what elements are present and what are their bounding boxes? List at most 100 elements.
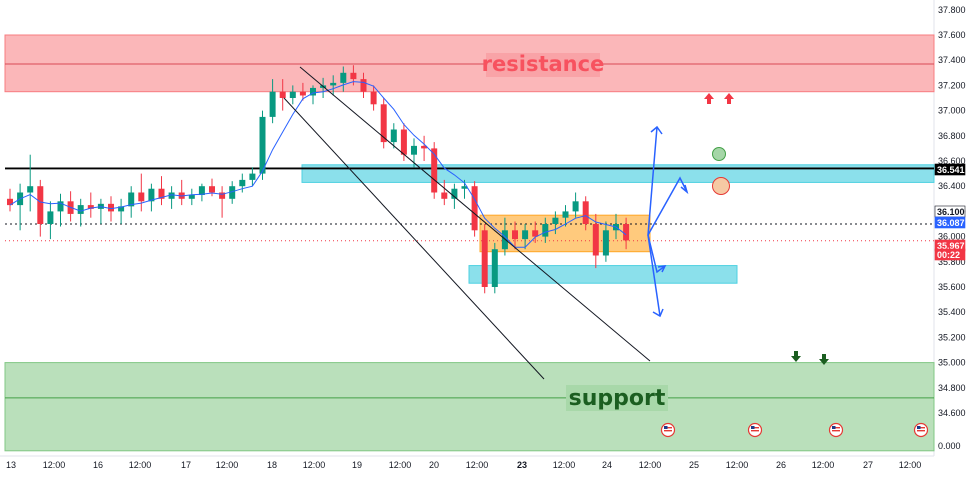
candle-body — [522, 230, 529, 240]
candle-body — [552, 217, 559, 224]
y-tick-label: 37.000 — [938, 106, 966, 116]
red-up-arrow-icon — [724, 93, 734, 104]
candle-body — [108, 203, 114, 212]
candles — [7, 65, 630, 294]
resistance-label-bg — [486, 53, 600, 77]
y-tick-label: 37.800 — [938, 5, 966, 15]
x-tick-label: 12:00 — [216, 460, 239, 470]
flag-stripe — [751, 430, 759, 432]
y-tick-label: 36.800 — [938, 131, 966, 141]
candle-body — [380, 104, 387, 143]
x-tick-label: 13 — [6, 460, 16, 470]
x-tick-label: 20 — [429, 460, 439, 470]
y-axis: 37.800 37.600 37.400 37.200 37.000 36.800 36.6… — [938, 5, 966, 451]
candle-body — [209, 186, 215, 193]
y-tick-label: 37.200 — [938, 80, 966, 90]
price-tag-36.541: 36.541 — [937, 165, 965, 175]
us-flag-icon — [828, 422, 844, 438]
support-label-bg — [566, 385, 668, 411]
projection-arrowhead-3 — [657, 265, 667, 273]
support-label: support — [569, 386, 666, 411]
x-tick-label: 27 — [863, 460, 873, 470]
candle-body — [310, 87, 316, 96]
x-tick-label: 16 — [93, 460, 103, 470]
candle-body — [259, 116, 266, 174]
candle-body — [87, 205, 94, 209]
y-tick-label: 35.400 — [938, 307, 966, 317]
price-tag-35.967: 35.967 — [937, 241, 965, 251]
flag-stripe — [664, 430, 672, 432]
candle-body — [441, 192, 448, 199]
channel-upper-line — [299, 66, 651, 362]
price-tag-bg — [934, 163, 966, 176]
candle-body — [411, 145, 417, 155]
candle-body — [128, 192, 135, 207]
candle-body — [602, 230, 609, 256]
projection-arrowhead-2 — [680, 184, 689, 195]
x-tick-label: 23 — [517, 460, 527, 470]
candle-body — [562, 211, 569, 218]
candle-body — [421, 145, 428, 149]
y-tick-label: 36.000 — [938, 232, 966, 242]
green-down-arrow-icon — [791, 351, 801, 362]
us-flag-icon — [913, 422, 929, 438]
x-tick-label: 26 — [776, 460, 786, 470]
x-tick-label: 12:00 — [129, 460, 152, 470]
candle-body — [451, 188, 458, 199]
candle-body — [269, 91, 276, 117]
zone-support — [4, 362, 935, 452]
resistance-label: resistance — [482, 52, 605, 76]
candle-body — [299, 91, 306, 96]
candle-body — [57, 201, 64, 212]
flag-stripe — [917, 427, 925, 429]
candle-body — [289, 91, 296, 98]
candle-body — [390, 129, 397, 143]
candle-body — [148, 188, 155, 202]
x-tick-label: 24 — [602, 460, 612, 470]
drawings — [283, 66, 689, 380]
green-circle-icon — [712, 147, 726, 161]
candle-body — [188, 195, 195, 199]
x-tick-label: 12:00 — [303, 460, 326, 470]
y-tick-label: 34.800 — [938, 383, 966, 393]
x-tick-label: 12:00 — [43, 460, 66, 470]
candle-body — [340, 72, 347, 83]
candle-body — [118, 206, 125, 212]
candle-body — [239, 179, 246, 187]
candle-body — [138, 192, 145, 202]
us-flag-icon — [747, 422, 763, 438]
red-up-arrow-icon — [704, 93, 714, 104]
price-tag-36.087: 36.087 — [937, 218, 965, 228]
price-tag-36.100: 36.100 — [937, 207, 965, 217]
candle-body — [461, 186, 468, 189]
candle-body — [27, 186, 34, 193]
zone-upper-cyan — [301, 164, 935, 183]
y-tick-label: 35.000 — [938, 358, 966, 368]
projection-path-4 — [647, 234, 661, 317]
x-axis: 13 12:00 16 12:00 17 12:00 18 12:00 19 12:00 20 12:… — [6, 460, 921, 470]
x-tick-label: 12:00 — [389, 460, 412, 470]
flag-canton — [751, 426, 755, 429]
y-tick-label: 36.600 — [938, 156, 966, 166]
candle-body — [350, 72, 357, 80]
x-tick-label: 12:00 — [553, 460, 576, 470]
zone-lower-cyan — [468, 265, 738, 284]
projection-path-2 — [647, 176, 688, 236]
candle-body — [330, 82, 337, 86]
markers — [660, 93, 929, 438]
x-tick-label: 12:00 — [639, 460, 662, 470]
levels — [5, 167, 934, 242]
y-tick-label: 34.600 — [938, 408, 966, 418]
flag-stripe — [832, 427, 840, 429]
x-tick-label: 12:00 — [812, 460, 835, 470]
candle-body — [491, 249, 498, 287]
y-tick-label: 35.800 — [938, 257, 966, 267]
y-tick-label: 37.400 — [938, 55, 966, 65]
candle-body — [279, 91, 286, 98]
projection-path-3 — [647, 234, 666, 274]
candle-body — [47, 211, 54, 224]
red-circle-icon — [712, 177, 730, 195]
flag-canton — [832, 426, 836, 429]
